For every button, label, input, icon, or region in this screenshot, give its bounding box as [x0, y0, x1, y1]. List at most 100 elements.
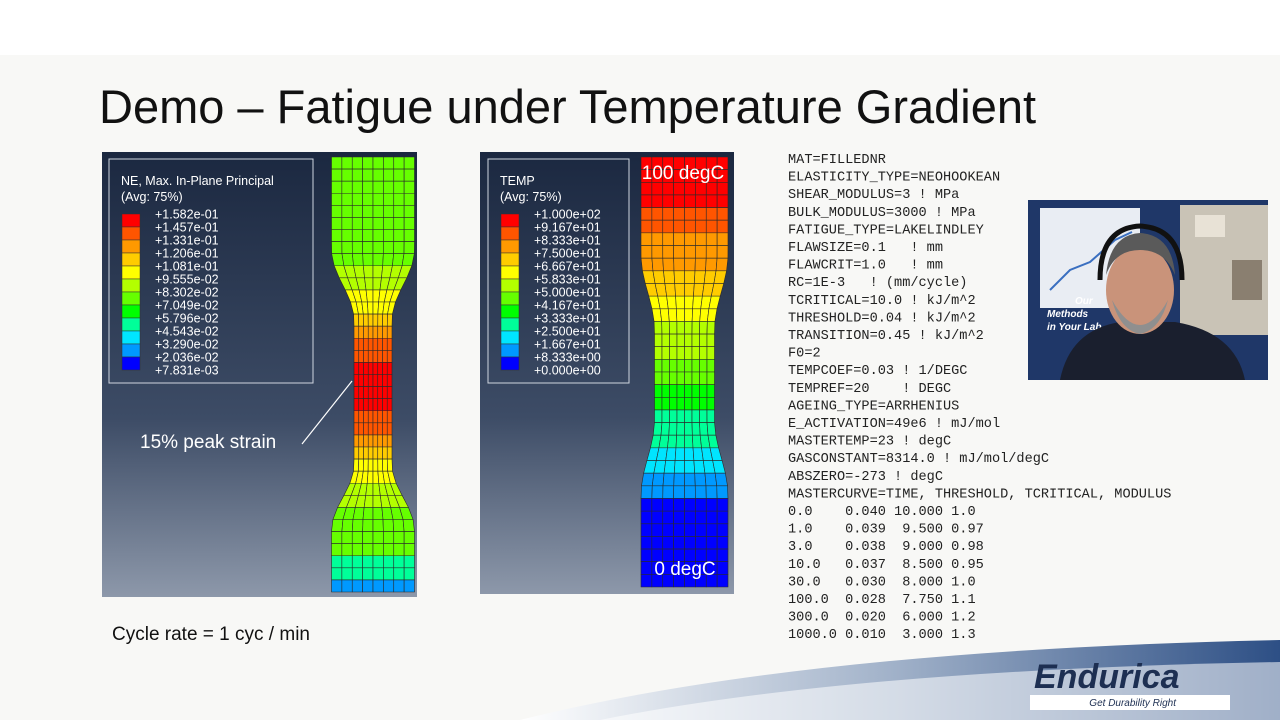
- mesh-element: [382, 410, 388, 424]
- mesh-element: [382, 386, 388, 399]
- mesh-element: [684, 283, 695, 297]
- mesh-element: [362, 519, 374, 532]
- mesh-element: [653, 460, 667, 474]
- mesh-element: [673, 232, 685, 246]
- tagline-band: [1030, 695, 1230, 710]
- mesh-element: [716, 207, 729, 221]
- mesh-element: [363, 410, 369, 424]
- legend-swatch: [500, 304, 520, 319]
- mesh-element: [716, 574, 729, 588]
- mesh-element: [403, 168, 415, 182]
- mesh-element: [367, 350, 374, 363]
- mesh-element: [699, 333, 708, 348]
- mesh-element: [684, 434, 694, 449]
- legend-swatch: [500, 226, 520, 241]
- mesh-element: [393, 531, 405, 544]
- mesh-element: [716, 485, 729, 499]
- mesh-element: [662, 498, 674, 512]
- mesh-element: [331, 567, 343, 581]
- mesh-element: [358, 374, 364, 387]
- input-line: GASCONSTANT=8314.0 ! mJ/mol/degC: [788, 452, 1049, 467]
- input-line: RC=1E-3 ! (mm/cycle): [788, 276, 967, 291]
- logo-name: Endurica: [1034, 658, 1179, 696]
- mesh-element: [676, 308, 685, 322]
- legend-label: +7.500e+01: [534, 247, 601, 261]
- mesh-element: [393, 579, 405, 593]
- mesh-element: [372, 217, 384, 230]
- mesh-element: [706, 384, 715, 398]
- person-beard: [1112, 300, 1168, 334]
- mesh-element: [382, 325, 388, 339]
- mesh-element: [691, 308, 702, 322]
- legend-title: NE, Max. In-Plane Principal: [121, 174, 274, 188]
- mesh-element: [393, 217, 405, 230]
- mesh-element: [331, 180, 343, 194]
- mesh-element: [403, 241, 415, 254]
- mesh-element: [393, 567, 405, 581]
- mesh-element: [377, 398, 383, 412]
- mesh-element: [383, 192, 395, 206]
- mesh-element: [383, 579, 395, 593]
- legend-swatch: [500, 278, 520, 293]
- input-line: 1.0 0.039 9.500 0.97: [788, 523, 984, 538]
- mesh-element: [705, 485, 718, 499]
- mesh-element: [363, 495, 374, 508]
- mesh-element: [651, 194, 664, 208]
- mesh-element: [383, 241, 395, 254]
- mesh-element: [386, 337, 393, 351]
- mesh-element: [341, 519, 354, 532]
- mesh-element: [372, 579, 384, 593]
- mesh-element: [691, 333, 700, 348]
- input-line: ABSZERO=-273 ! degC: [788, 470, 943, 485]
- mesh-element: [362, 458, 369, 472]
- mesh-element: [684, 219, 696, 234]
- mesh-element: [691, 321, 701, 335]
- mesh-element: [676, 384, 685, 398]
- mesh-element: [362, 217, 374, 230]
- mesh-element: [673, 219, 685, 234]
- mesh-element: [684, 194, 696, 208]
- mesh-element: [651, 472, 665, 487]
- mesh-element: [654, 359, 663, 373]
- mesh-element: [382, 337, 388, 351]
- mesh-element: [351, 519, 364, 532]
- annotation-arrow: [301, 380, 353, 445]
- mesh-element: [654, 371, 663, 385]
- input-line: ELASTICITY_TYPE=NEOHOOKEAN: [788, 171, 1000, 186]
- mesh-element: [353, 350, 360, 363]
- mesh-element: [331, 205, 343, 218]
- mesh-element: [673, 485, 685, 499]
- mesh-element: [386, 398, 393, 412]
- mesh-element: [705, 257, 718, 272]
- mesh-element: [673, 523, 685, 537]
- mesh-element: [377, 422, 383, 436]
- legend-swatch: [500, 239, 520, 254]
- mesh-element: [673, 181, 685, 196]
- mesh-element: [341, 241, 353, 254]
- mesh-element: [699, 371, 708, 385]
- poster-text: in Your Lab: [1047, 322, 1101, 333]
- mesh-element: [353, 386, 360, 399]
- mesh-element: [705, 219, 718, 234]
- input-line: TCRITICAL=10.0 ! kJ/m^2: [788, 294, 976, 309]
- mesh-element: [705, 181, 718, 196]
- mesh-element: [651, 219, 664, 234]
- mesh-element: [716, 498, 729, 512]
- mesh-element: [651, 181, 664, 196]
- input-line: THRESHOLD=0.04 ! kJ/m^2: [788, 311, 976, 326]
- mesh-element: [664, 283, 676, 297]
- mesh-element: [367, 325, 374, 339]
- legend-label: +6.667e+01: [534, 260, 601, 274]
- input-line: FATIGUE_TYPE=LAKELINDLEY: [788, 223, 984, 238]
- mesh-element: [367, 398, 374, 412]
- legend-label: +2.036e-02: [155, 351, 219, 365]
- mesh-element: [353, 337, 360, 351]
- mesh-element: [358, 458, 364, 472]
- legend-label: +7.049e-02: [155, 299, 219, 313]
- mesh-element: [366, 470, 374, 484]
- input-line: 100.0 0.028 7.750 1.1: [788, 593, 976, 608]
- mesh-element: [363, 337, 369, 351]
- mesh-element: [372, 374, 379, 387]
- mesh-element: [684, 359, 693, 373]
